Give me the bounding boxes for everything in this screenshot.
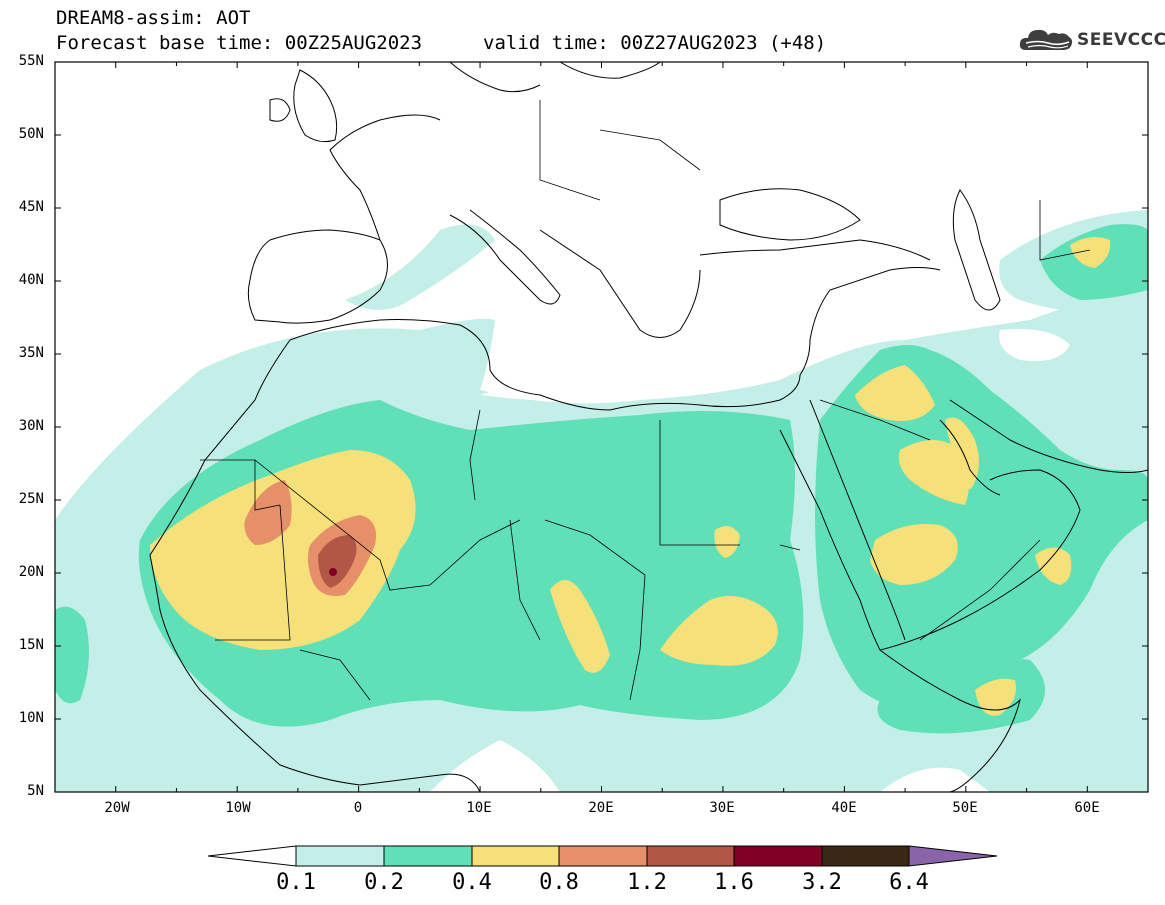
colorbar-under-arrow [207, 845, 297, 867]
lat-label: 15N [18, 637, 44, 653]
lon-label: 30E [709, 800, 735, 816]
colorbar-label: 1.2 [627, 870, 667, 895]
lon-label: 20W [104, 800, 130, 816]
borders [200, 100, 1091, 701]
lat-label: 10N [18, 710, 44, 726]
colorbar-swatch-0.8 [558, 845, 648, 867]
colorbar-label: 0.1 [276, 870, 316, 895]
colorbar-swatch-0.1 [295, 845, 385, 867]
lat-label: 40N [18, 272, 44, 288]
map-title: DREAM8-assim: AOT [56, 7, 251, 29]
colorbar-label: 0.4 [452, 870, 492, 895]
lat-label: 30N [18, 418, 44, 434]
lat-label: 45N [18, 199, 44, 215]
lat-label: 5N [27, 783, 44, 799]
lon-label: 50E [952, 800, 978, 816]
lon-label: 20E [588, 800, 614, 816]
coastlines [149, 62, 1148, 792]
seevccc-logo: SEEVCCC [1018, 26, 1165, 54]
aot-level-1.2 [318, 535, 357, 588]
cloud-logo-icon [1019, 29, 1073, 50]
colorbar-over-arrow [908, 845, 998, 867]
colorbar-label: 3.2 [802, 870, 842, 895]
lat-label: 50N [18, 126, 44, 142]
lat-label: 20N [18, 564, 44, 580]
colorbar-label: 0.8 [539, 870, 579, 895]
aot-shading [55, 210, 1148, 792]
lon-label: 40E [831, 800, 857, 816]
colorbar-swatch-0.2 [383, 845, 473, 867]
aot-level-1.6 [329, 568, 337, 576]
aot-level-0.4 [150, 236, 1111, 716]
colorbar-label: 1.6 [714, 870, 754, 895]
axis-ticks [54, 61, 1149, 793]
colorbar [207, 845, 998, 867]
colorbar-label: 0.2 [364, 870, 404, 895]
colorbar-label: 6.4 [889, 870, 929, 895]
colorbar-swatch-1.6 [733, 845, 823, 867]
lon-label: 60E [1074, 800, 1100, 816]
lon-label: 0 [353, 800, 363, 816]
colorbar-swatch-0.4 [471, 845, 560, 867]
colorbar-swatch-1.2 [646, 845, 735, 867]
lon-label: 10E [466, 800, 492, 816]
logo-text: SEEVCCC [1077, 30, 1165, 50]
lat-label: 25N [18, 491, 44, 507]
lat-label: 55N [18, 53, 44, 69]
lon-label: 10W [225, 800, 251, 816]
forecast-base-time: Forecast base time: 00Z25AUG2023 [56, 32, 423, 54]
lat-label: 35N [18, 345, 44, 361]
valid-time: valid time: 00Z27AUG2023 (+48) [483, 32, 827, 54]
colorbar-swatch-3.2 [821, 845, 910, 867]
